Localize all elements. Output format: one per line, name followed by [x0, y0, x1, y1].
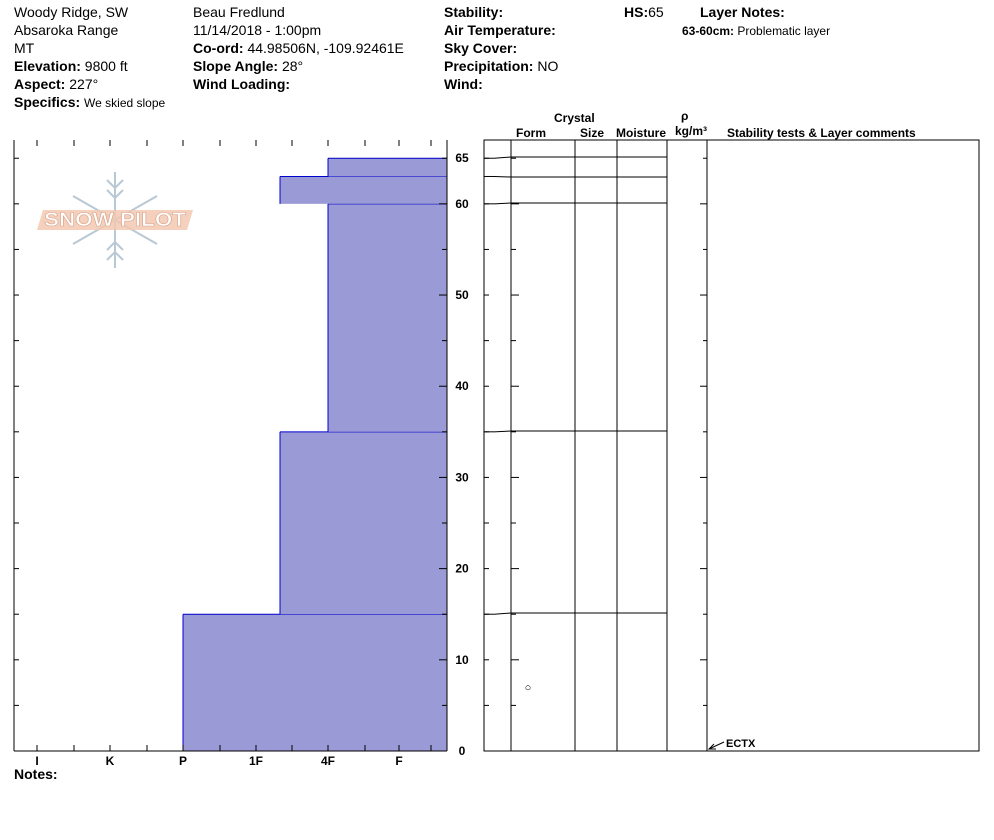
slope-row: Slope Angle: 28°: [193, 58, 303, 74]
wind-label: Wind:: [444, 76, 483, 92]
rho-header: ρ: [681, 109, 689, 123]
comments-header: Stability tests & Layer comments: [727, 126, 916, 140]
test-pointer: [708, 741, 725, 750]
precip-row: Precipitation: NO: [444, 58, 558, 74]
specifics-row: Specifics: We skied slope: [14, 94, 165, 111]
precip-value: NO: [537, 58, 559, 74]
elevation-row: Elevation: 9800 ft: [14, 58, 128, 74]
hardness-tick-label: 1F: [249, 754, 263, 768]
observer-name: Beau Fredlund: [193, 4, 285, 20]
height-tick-label: 65: [455, 151, 469, 165]
logo-text: SNOW PILOT: [44, 210, 186, 231]
location-name: Woody Ridge, SW: [14, 4, 129, 20]
height-tick-label: 0: [459, 744, 466, 758]
stability-test-label: ECTX: [726, 738, 756, 750]
height-tick-label: 20: [455, 562, 469, 576]
snowpilot-logo: SNOW PILOT: [37, 172, 193, 268]
air-temp-label: Air Temperature:: [444, 22, 556, 38]
layer-notes-label: Layer Notes:: [700, 4, 785, 20]
crystal-header: Crystal: [554, 111, 595, 125]
sky-cover-label: Sky Cover:: [444, 40, 518, 56]
moisture-header: Moisture: [616, 126, 667, 140]
test-pointer-head: [707, 743, 716, 750]
elevation-label: Elevation:: [14, 58, 81, 74]
hs-row: HS:65: [624, 4, 664, 20]
crystal-form-symbol: ○: [525, 682, 532, 694]
height-tick-label: 40: [455, 379, 469, 393]
hardness-bar: [328, 203, 447, 432]
height-tick-label: 30: [455, 470, 469, 484]
hardness-bar: [183, 614, 447, 751]
specifics-label: Specifics:: [14, 94, 81, 110]
layer-note-range: 63-60cm:: [682, 24, 735, 38]
density-unit-header: kg/m³: [675, 124, 708, 138]
height-tick-label: 50: [455, 288, 469, 302]
hardness-tick-label: F: [395, 754, 402, 768]
stability-label: Stability:: [444, 4, 504, 20]
elevation-value: 9800 ft: [84, 58, 128, 74]
coord-label: Co-ord:: [193, 40, 244, 56]
hardness-tick-label: P: [179, 754, 187, 768]
notes-label: Notes:: [14, 766, 58, 782]
layer-note-text: Problematic layer: [737, 24, 831, 38]
hs-label: HS:: [624, 4, 649, 20]
aspect-row: Aspect: 227°: [14, 76, 98, 92]
height-tick-label: 60: [455, 197, 469, 211]
coord-row: Co-ord: 44.98506N, -109.92461E: [193, 40, 404, 56]
layer-connector: [493, 202, 512, 205]
hs-value: 65: [648, 4, 664, 20]
mountain-range: Absaroka Range: [14, 22, 119, 38]
height-tick-label: 10: [455, 653, 469, 667]
precip-label: Precipitation:: [444, 58, 534, 74]
layer-connector: [493, 175, 512, 178]
layer-grid-frame: [483, 139, 980, 752]
layer-connector: [493, 430, 512, 433]
slope-label: Slope Angle:: [193, 58, 279, 74]
wind-loading-label: Wind Loading:: [193, 76, 291, 92]
slope-value: 28°: [281, 58, 304, 74]
layer-connector: [493, 612, 512, 615]
layer-note: 63-60cm: Problematic layer: [682, 23, 830, 39]
aspect-value: 227°: [69, 76, 99, 92]
form-header: Form: [516, 126, 546, 140]
coord-value: 44.98506N, -109.92461E: [247, 40, 404, 56]
hardness-tick-label: 4F: [321, 754, 335, 768]
state: MT: [14, 40, 35, 56]
size-header: Size: [580, 126, 605, 140]
hardness-bar: [280, 176, 447, 204]
aspect-label: Aspect:: [14, 76, 66, 92]
layer-connector: [493, 156, 512, 159]
observation-datetime: 11/14/2018 - 1:00pm: [193, 22, 322, 38]
specifics-value: We skied slope: [84, 96, 166, 110]
hardness-tick-label: K: [106, 754, 115, 768]
hardness-bar: [280, 431, 447, 615]
hardness-bar: [328, 158, 447, 177]
